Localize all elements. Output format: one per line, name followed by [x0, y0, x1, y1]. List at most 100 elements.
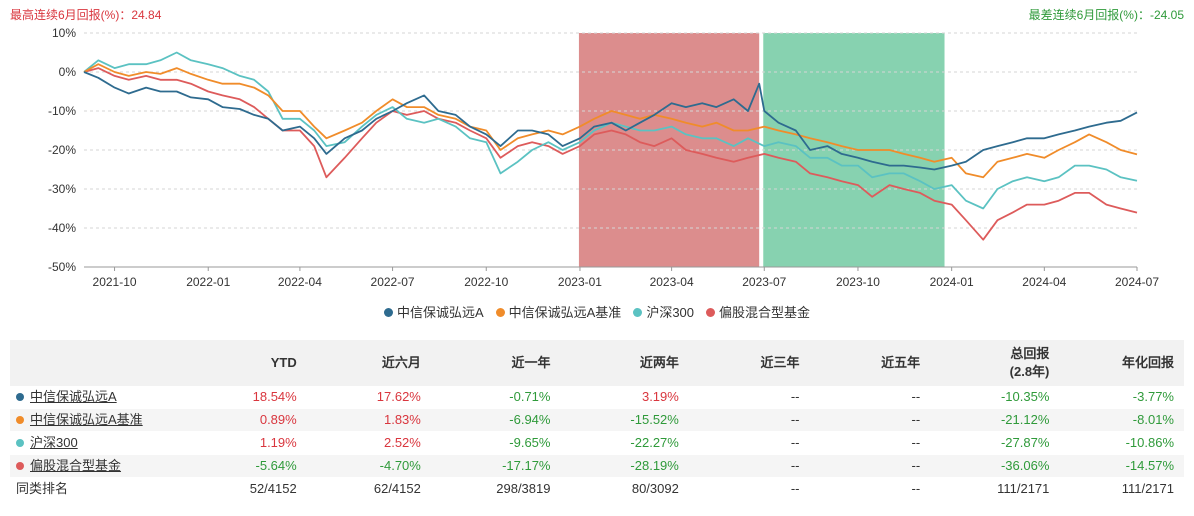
x-tick-label: 2023-10	[836, 275, 880, 289]
legend-label: 中信保诚弘远A	[396, 305, 484, 320]
value-cell: 1.19%	[182, 431, 307, 455]
best-6m-return-label: 最高连续6月回报(%)：24.84	[10, 8, 162, 22]
column-header: 近两年	[560, 340, 689, 386]
value-cell: -28.19%	[560, 454, 689, 478]
value-cell: --	[688, 431, 810, 455]
table-row: 中信保诚弘远A基准 0.89% 1.83% -6.94% -15.52% -- -- -21.…	[10, 408, 1184, 432]
column-header: 近三年	[688, 340, 810, 386]
value-cell: -10.35%	[930, 386, 1060, 409]
y-tick-label: -40%	[48, 221, 76, 235]
series-dot-icon	[16, 416, 24, 424]
y-tick-label: -50%	[48, 260, 76, 274]
x-tick-label: 2022-01	[186, 275, 230, 289]
series-dot-icon	[16, 393, 24, 401]
value-cell: -8.01%	[1059, 408, 1184, 432]
column-header	[10, 340, 183, 386]
row-name-cell[interactable]: 中信保诚弘远A基准	[10, 408, 183, 432]
legend-label: 偏股混合型基金	[719, 305, 811, 320]
column-header: 近六月	[306, 340, 431, 386]
column-header: 近五年	[809, 340, 931, 386]
legend-item[interactable]: 中信保诚弘远A	[383, 302, 484, 321]
value-cell: 111/2171	[930, 477, 1060, 501]
value-cell: -17.17%	[430, 454, 561, 478]
row-name[interactable]: 中信保诚弘远A	[30, 389, 117, 404]
legend-dot-icon	[383, 308, 393, 317]
table-row: 同类排名 52/4152 62/4152 298/3819 80/3092 -- -- 111…	[10, 477, 1184, 501]
value-cell: --	[809, 386, 931, 409]
value-cell: 52/4152	[182, 477, 307, 501]
row-name-cell[interactable]: 沪深300	[10, 431, 183, 455]
value-cell: 18.54%	[182, 386, 307, 409]
value-cell: 80/3092	[560, 477, 689, 501]
performance-table: YTD 近六月 近一年 近两年 近三年 近五年 总回报 (2.8年) 年化回报 中信保诚弘远A 1…	[10, 340, 1184, 501]
legend-label: 沪深300	[646, 305, 695, 320]
value-cell: --	[688, 454, 810, 478]
value-cell: -9.65%	[430, 431, 561, 455]
worst-6m-return-label: 最差连续6月回报(%)：-24.05	[1028, 8, 1184, 22]
row-name-cell[interactable]: 偏股混合型基金	[10, 454, 183, 478]
value-cell: --	[688, 477, 810, 501]
x-tick-label: 2024-01	[930, 275, 974, 289]
value-cell: 17.62%	[306, 386, 431, 409]
table-row: 沪深300 1.19% 2.52% -9.65% -22.27% -- -- -27.87% -…	[10, 431, 1184, 455]
y-tick-label: -10%	[48, 104, 76, 118]
value-cell: -3.77%	[1059, 386, 1184, 409]
value-cell: 0.89%	[182, 408, 307, 432]
legend-item[interactable]: 偏股混合型基金	[706, 302, 810, 321]
x-tick-label: 2023-04	[650, 275, 694, 289]
legend-item[interactable]: 沪深300	[633, 302, 694, 321]
y-tick-label: 10%	[52, 26, 76, 40]
legend-dot-icon	[495, 308, 505, 317]
table-row: 中信保诚弘远A 18.54% 17.62% -0.71% 3.19% -- -- -10.35…	[10, 386, 1184, 409]
value-cell: -6.94%	[430, 408, 561, 432]
legend-item[interactable]: 中信保诚弘远A基准	[495, 302, 622, 321]
series-line-1	[83, 63, 1138, 179]
row-name-cell: 同类排名	[10, 477, 183, 501]
x-tick-label: 2022-04	[278, 275, 322, 289]
value-cell: -10.86%	[1059, 431, 1184, 455]
value-cell: 298/3819	[430, 477, 561, 501]
row-name[interactable]: 沪深300	[30, 435, 78, 450]
x-tick-label: 2023-01	[558, 275, 602, 289]
value-cell: -27.87%	[930, 431, 1060, 455]
value-cell: 62/4152	[306, 477, 431, 501]
table-row: 偏股混合型基金 -5.64% -4.70% -17.17% -28.19% -- -- -36…	[10, 454, 1184, 478]
series-dot-icon	[16, 462, 24, 470]
y-tick-label: -30%	[48, 182, 76, 196]
row-name: 同类排名	[16, 481, 69, 496]
legend-label: 中信保诚弘远A基准	[508, 305, 622, 320]
legend-dot-icon	[706, 308, 716, 317]
column-header: 近一年	[430, 340, 561, 386]
value-cell: -22.27%	[560, 431, 689, 455]
performance-line-chart: 10% 0% -10% -20% -30% -40% -50% 2021-10 2022-01 2…	[48, 26, 1159, 289]
value-cell: -36.06%	[930, 454, 1060, 478]
column-header: 年化回报	[1059, 340, 1184, 386]
row-name[interactable]: 偏股混合型基金	[30, 458, 122, 473]
row-name[interactable]: 中信保诚弘远A基准	[30, 412, 143, 427]
series-line-0	[83, 71, 1138, 171]
value-cell: -15.52%	[560, 408, 689, 432]
series-line-3	[83, 67, 1138, 241]
column-header: YTD	[182, 340, 307, 386]
legend-dot-icon	[633, 308, 643, 317]
value-cell: 111/2171	[1059, 477, 1184, 501]
value-cell: -5.64%	[182, 454, 307, 478]
y-tick-label: -20%	[48, 143, 76, 157]
x-tick-label: 2023-07	[742, 275, 786, 289]
value-cell: --	[688, 408, 810, 432]
value-cell: --	[688, 386, 810, 409]
value-cell: -0.71%	[430, 386, 561, 409]
x-tick-label: 2022-10	[464, 275, 508, 289]
chart-legend: 中信保诚弘远A 中信保诚弘远A基准 沪深300 偏股混合型基金	[0, 302, 1194, 321]
value-cell: --	[809, 454, 931, 478]
x-tick-label: 2024-04	[1022, 275, 1066, 289]
series-dot-icon	[16, 439, 24, 447]
y-tick-label: 0%	[59, 65, 77, 79]
x-tick-label: 2022-07	[371, 275, 415, 289]
value-cell: --	[809, 477, 931, 501]
x-tick-label: 2024-07	[1115, 275, 1159, 289]
row-name-cell[interactable]: 中信保诚弘远A	[10, 386, 183, 409]
value-cell: -14.57%	[1059, 454, 1184, 478]
value-cell: 2.52%	[306, 431, 431, 455]
value-cell: --	[809, 408, 931, 432]
